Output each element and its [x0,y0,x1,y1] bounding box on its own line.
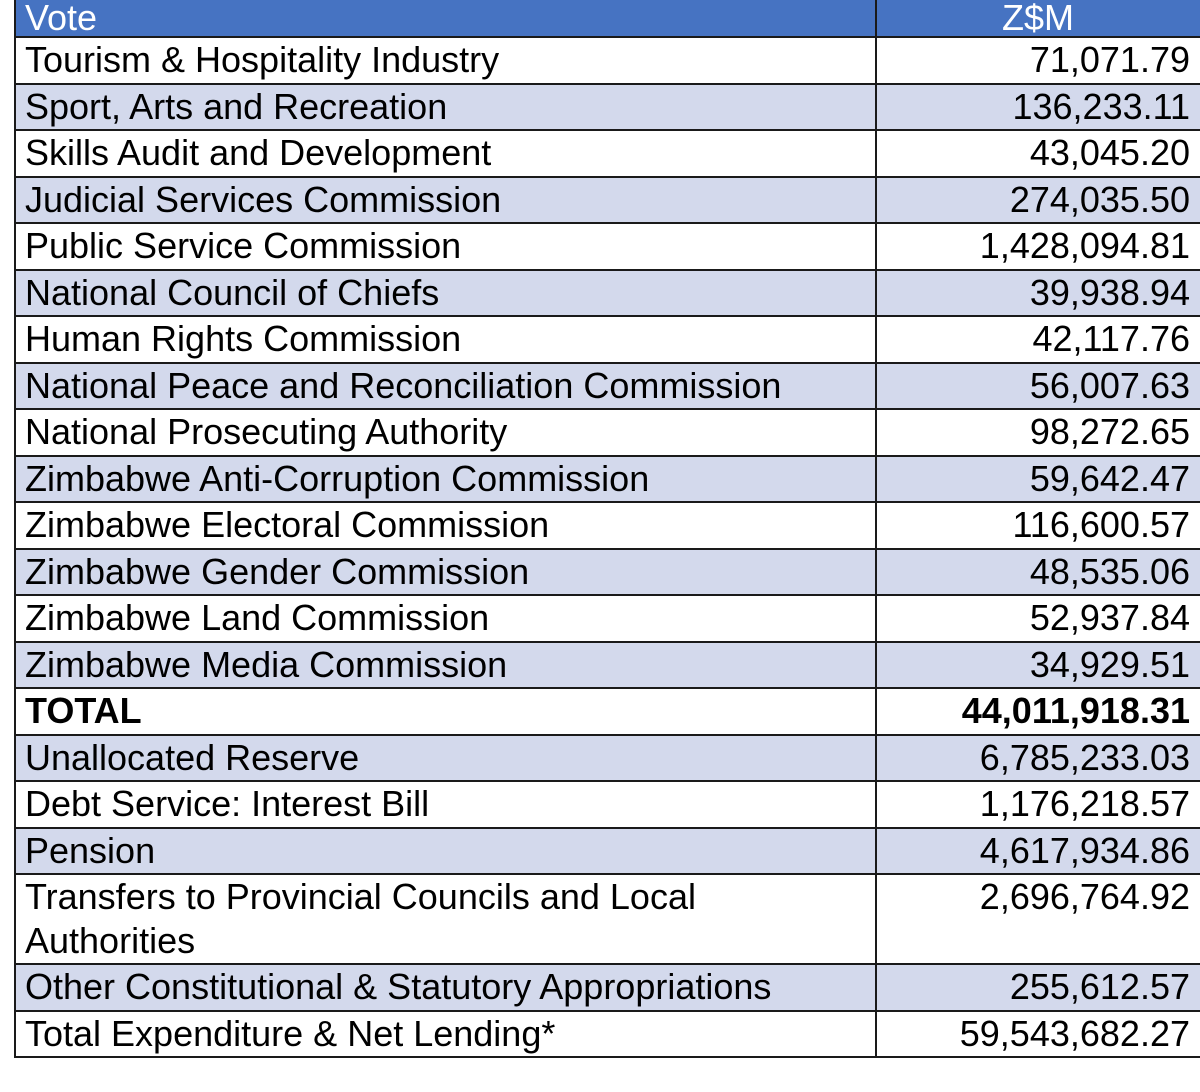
table-row: Zimbabwe Electoral Commission 116,600.57 [14,501,1200,550]
vote-cell: Tourism & Hospitality Industry [14,36,877,85]
table-row: Zimbabwe Gender Commission 48,535.06 [14,547,1200,596]
column-header-amount: Z$M [875,0,1200,38]
budget-votes-table-container: Vote Z$M Tourism & Hospitality Industry … [14,0,1200,1058]
table-row: National Peace and Reconciliation Commis… [14,361,1200,410]
vote-cell: Zimbabwe Media Commission [14,640,877,689]
table-row: Tourism & Hospitality Industry 71,071.79 [14,36,1200,85]
total-row: TOTAL 44,011,918.31 [14,687,1200,736]
amount-cell: 39,938.94 [875,268,1200,317]
vote-cell: Zimbabwe Electoral Commission [14,501,877,550]
vote-cell: Zimbabwe Gender Commission [14,547,877,596]
amount-cell: 43,045.20 [875,129,1200,178]
amount-cell: 1,176,218.57 [875,780,1200,829]
amount-cell: 4,617,934.86 [875,826,1200,875]
vote-cell: National Peace and Reconciliation Commis… [14,361,877,410]
table-row: Zimbabwe Anti-Corruption Commission 59,6… [14,454,1200,503]
vote-cell: Zimbabwe Anti-Corruption Commission [14,454,877,503]
vote-cell: Sport, Arts and Recreation [14,82,877,131]
budget-votes-table: Vote Z$M Tourism & Hospitality Industry … [14,0,1200,1058]
vote-cell: Public Service Commission [14,222,877,271]
vote-cell: Zimbabwe Land Commission [14,594,877,643]
vote-cell: Judicial Services Commission [14,175,877,224]
table-row: Zimbabwe Land Commission 52,937.84 [14,594,1200,643]
table-header-row: Vote Z$M [14,0,1200,38]
amount-cell: 34,929.51 [875,640,1200,689]
table-row: National Council of Chiefs 39,938.94 [14,268,1200,317]
amount-cell: 98,272.65 [875,408,1200,457]
vote-cell: National Prosecuting Authority [14,408,877,457]
table-row: Zimbabwe Media Commission 34,929.51 [14,640,1200,689]
amount-cell: 6,785,233.03 [875,733,1200,782]
table-row: Skills Audit and Development 43,045.20 [14,129,1200,178]
amount-cell: 71,071.79 [875,36,1200,85]
amount-cell: 56,007.63 [875,361,1200,410]
total-amount-cell: 44,011,918.31 [875,687,1200,736]
vote-cell: National Council of Chiefs [14,268,877,317]
table-row: Total Expenditure & Net Lending* 59,543,… [14,1009,1200,1058]
amount-cell: 1,428,094.81 [875,222,1200,271]
amount-cell: 2,696,764.92 [875,873,1200,965]
table-row: Sport, Arts and Recreation 136,233.11 [14,82,1200,131]
vote-cell: Transfers to Provincial Councils and Loc… [14,873,877,965]
vote-cell: Skills Audit and Development [14,129,877,178]
vote-cell: Unallocated Reserve [14,733,877,782]
vote-cell: Total Expenditure & Net Lending* [14,1009,877,1058]
amount-cell: 116,600.57 [875,501,1200,550]
vote-cell: Other Constitutional & Statutory Appropr… [14,963,877,1012]
table-row: Human Rights Commission 42,117.76 [14,315,1200,364]
table-row: Other Constitutional & Statutory Appropr… [14,963,1200,1012]
vote-cell: Debt Service: Interest Bill [14,780,877,829]
table-row: Judicial Services Commission 274,035.50 [14,175,1200,224]
amount-cell: 255,612.57 [875,963,1200,1012]
amount-cell: 136,233.11 [875,82,1200,131]
amount-cell: 59,543,682.27 [875,1009,1200,1058]
table-row: Pension 4,617,934.86 [14,826,1200,875]
table-row: National Prosecuting Authority 98,272.65 [14,408,1200,457]
table-row: Debt Service: Interest Bill 1,176,218.57 [14,780,1200,829]
amount-cell: 48,535.06 [875,547,1200,596]
table-row: Transfers to Provincial Councils and Loc… [14,873,1200,965]
table-row: Public Service Commission 1,428,094.81 [14,222,1200,271]
column-header-vote: Vote [14,0,877,38]
table-row: Unallocated Reserve 6,785,233.03 [14,733,1200,782]
amount-cell: 274,035.50 [875,175,1200,224]
vote-cell: Pension [14,826,877,875]
vote-cell: Human Rights Commission [14,315,877,364]
amount-cell: 42,117.76 [875,315,1200,364]
total-label-cell: TOTAL [14,687,877,736]
amount-cell: 52,937.84 [875,594,1200,643]
amount-cell: 59,642.47 [875,454,1200,503]
